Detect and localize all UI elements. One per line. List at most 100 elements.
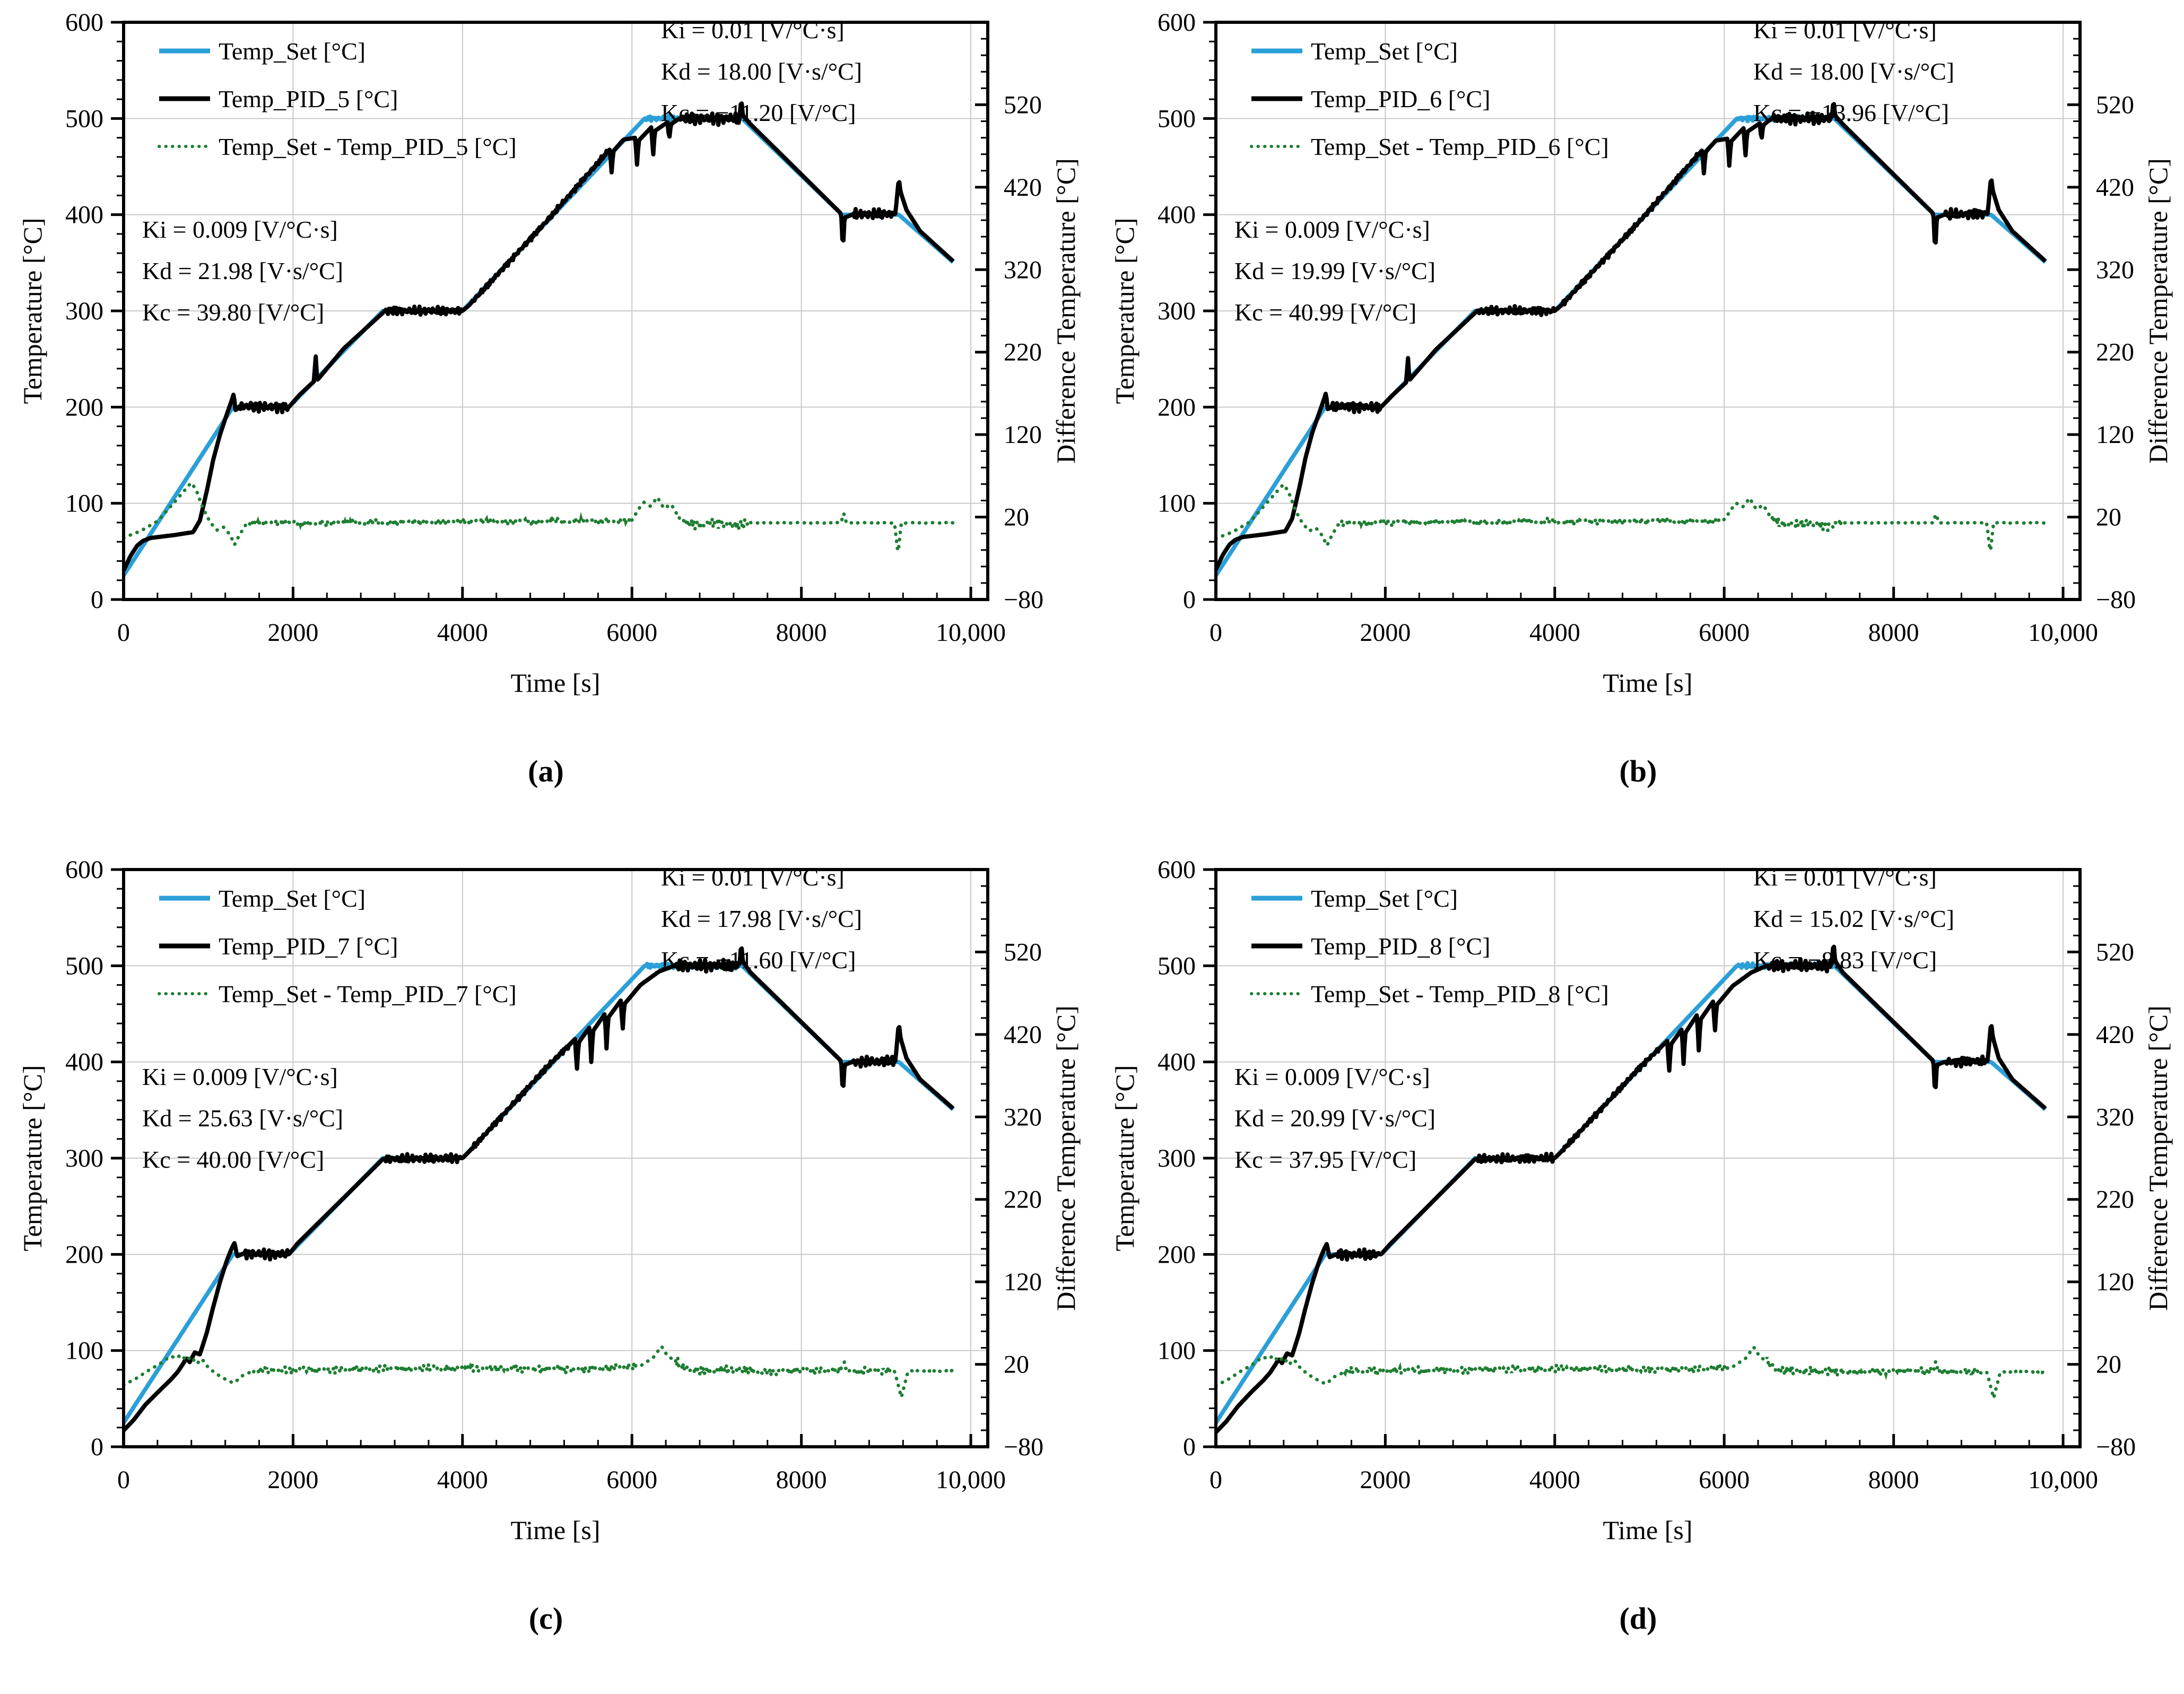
x-axis-title: Time [s] [1603,668,1692,698]
svg-text:520: 520 [1004,938,1042,966]
pid-annotation-left: Ki = 0.009 [V/°C·s] Kd = 25.63 [V·s/°C] … [142,1063,343,1173]
svg-text:100: 100 [65,490,103,518]
panel-a: 0 100 200 300 400 500 600 520 420 320 220 120 20 −80 0… [0,0,1092,847]
annotation-kc-right: Kc = −13.96 [V/°C] [1753,99,1949,126]
svg-text:200: 200 [1158,1240,1196,1269]
legend-label-diff: Temp_Set - Temp_PID_6 [°C] [1311,133,1609,160]
svg-text:6000: 6000 [1699,619,1750,647]
svg-text:320: 320 [2096,256,2134,284]
svg-text:0: 0 [91,1433,103,1461]
svg-text:220: 220 [1004,338,1042,367]
svg-text:120: 120 [2096,1268,2134,1296]
annotation-kd-left: Kd = 21.98 [V·s/°C] [142,257,343,284]
svg-text:600: 600 [65,856,103,884]
legend-label-set: Temp_Set [°C] [1311,38,1458,65]
svg-text:200: 200 [65,393,103,421]
pid-annotation-left: Ki = 0.009 [V/°C·s] Kd = 20.99 [V·s/°C] … [1234,1063,1435,1173]
legend: Temp_Set [°C] Temp_PID_5 [°C] Temp_Set -… [158,38,517,160]
svg-text:600: 600 [65,8,103,37]
svg-text:20: 20 [2096,1351,2121,1379]
annotation-kd-left: Kd = 19.99 [V·s/°C] [1234,257,1435,284]
chart-c: 0 100 200 300 400 500 600 520 420 320 220 120 20 −80 0… [18,856,1081,1545]
svg-text:−80: −80 [2096,586,2136,614]
annotation-kc-right: Kc = −11.60 [V/°C] [661,946,856,974]
svg-text:8000: 8000 [776,1466,827,1494]
svg-text:4000: 4000 [437,1466,488,1494]
svg-text:2000: 2000 [1360,1466,1411,1494]
right-axis-title: Difference Temperature [°C] [1051,1005,1081,1310]
panel-caption-b: (b) [1619,754,1657,788]
svg-text:0: 0 [1210,1466,1222,1494]
svg-text:600: 600 [1158,856,1196,884]
legend-label-set: Temp_Set [°C] [219,38,366,65]
svg-text:8000: 8000 [776,619,827,647]
right-axis-title: Difference Temperature [°C] [1051,158,1081,463]
annotation-kd-right: Kd = 17.98 [V·s/°C] [661,905,862,932]
left-axis-title: Temperature [°C] [18,218,47,404]
svg-text:10,000: 10,000 [2028,619,2098,647]
svg-text:220: 220 [2096,1186,2134,1214]
pid-annotation-right: Ki = 0.01 [V/°C·s] Kd = 17.98 [V·s/°C] K… [661,864,862,974]
svg-text:6000: 6000 [606,1466,657,1494]
annotation-kc-left: Kc = 39.80 [V/°C] [142,299,324,326]
legend-label-set: Temp_Set [°C] [219,885,366,912]
svg-text:100: 100 [65,1337,103,1365]
annotation-kc-right: Kc = −11.20 [V/°C] [661,99,856,126]
svg-text:420: 420 [2096,173,2134,202]
svg-text:10,000: 10,000 [936,1466,1006,1494]
annotation-kd-right: Kd = 15.02 [V·s/°C] [1753,905,1954,932]
svg-text:220: 220 [1004,1186,1042,1214]
left-axis-title: Temperature [°C] [1110,218,1139,404]
svg-text:2000: 2000 [267,619,318,647]
panel-caption-d: (d) [1619,1601,1657,1636]
svg-text:300: 300 [1158,1144,1196,1172]
annotation-kc-right: Kc = −8.83 [V/°C] [1753,946,1937,974]
svg-text:4000: 4000 [1529,1466,1580,1494]
panel-c: 0 100 200 300 400 500 600 520 420 320 220 120 20 −80 0… [0,847,1092,1694]
svg-text:0: 0 [1210,619,1222,647]
annotation-kc-left: Kc = 40.00 [V/°C] [142,1146,324,1173]
right-axis-title: Difference Temperature [°C] [2143,158,2173,463]
svg-text:4000: 4000 [437,619,488,647]
svg-text:500: 500 [1158,952,1196,980]
left-axis-title: Temperature [°C] [1110,1065,1139,1251]
svg-text:120: 120 [1004,1268,1042,1296]
left-axis-title: Temperature [°C] [18,1065,47,1251]
annotation-kd-left: Kd = 25.63 [V·s/°C] [142,1105,343,1132]
svg-text:−80: −80 [1004,1433,1043,1461]
annotation-ki-right: Ki = 0.01 [V/°C·s] [1753,864,1937,891]
svg-text:320: 320 [1004,1103,1042,1131]
svg-text:400: 400 [65,1048,103,1076]
svg-text:120: 120 [1004,421,1042,449]
x-axis-title: Time [s] [510,668,600,698]
legend-label-set: Temp_Set [°C] [1311,885,1458,912]
svg-text:300: 300 [1158,297,1196,325]
svg-text:520: 520 [1004,91,1042,119]
legend-label-pid: Temp_PID_8 [°C] [1311,933,1490,960]
x-axis-title: Time [s] [1603,1515,1692,1545]
legend-label-diff: Temp_Set - Temp_PID_5 [°C] [219,133,517,160]
annotation-ki-left: Ki = 0.009 [V/°C·s] [142,1063,338,1090]
pid-annotation-right: Ki = 0.01 [V/°C·s] Kd = 18.00 [V·s/°C] K… [661,16,862,126]
legend: Temp_Set [°C] Temp_PID_8 [°C] Temp_Set -… [1250,885,1609,1007]
legend: Temp_Set [°C] Temp_PID_7 [°C] Temp_Set -… [158,885,517,1007]
svg-text:520: 520 [2096,91,2134,119]
svg-text:420: 420 [2096,1021,2134,1049]
svg-text:220: 220 [2096,338,2134,367]
panel-d: 0 100 200 300 400 500 600 520 420 320 220 120 20 −80 0… [1092,847,2184,1694]
svg-text:4000: 4000 [1529,619,1580,647]
svg-text:120: 120 [2096,421,2134,449]
svg-text:400: 400 [1158,1048,1196,1076]
panel-caption-a: (a) [528,754,564,788]
svg-text:200: 200 [65,1240,103,1269]
svg-text:500: 500 [1158,105,1196,133]
legend-label-pid: Temp_PID_7 [°C] [219,933,398,960]
legend-label-diff: Temp_Set - Temp_PID_8 [°C] [1311,980,1609,1007]
svg-text:500: 500 [65,952,103,980]
svg-text:320: 320 [1004,256,1042,284]
panel-caption-c: (c) [528,1601,563,1636]
annotation-kd-right: Kd = 18.00 [V·s/°C] [1753,58,1954,85]
svg-text:6000: 6000 [606,619,657,647]
legend-label-pid: Temp_PID_6 [°C] [1311,85,1490,112]
